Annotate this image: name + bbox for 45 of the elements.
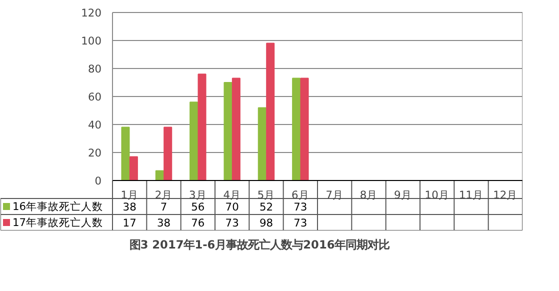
x-tick-label: 12月 (493, 188, 518, 202)
data-label: 98 (259, 216, 274, 230)
x-tick-label: 9月 (394, 188, 412, 202)
legend-label: 17年事故死亡人数 (12, 216, 104, 229)
x-tick-label: 8月 (360, 188, 378, 202)
data-label: 38 (122, 200, 137, 214)
bar (190, 102, 198, 181)
bar (164, 126, 172, 181)
bar (224, 82, 232, 181)
data-label: 73 (294, 200, 308, 214)
x-tick-label: 11月 (458, 188, 484, 202)
y-tick-label: 20 (88, 146, 102, 160)
y-tick-label: 80 (88, 62, 102, 76)
y-tick-label: 40 (88, 118, 102, 132)
bar (129, 156, 138, 181)
x-tick-label: 5月 (257, 188, 276, 202)
x-tick-label: 6月 (292, 188, 310, 202)
data-label: 52 (259, 200, 274, 214)
bar (266, 42, 275, 181)
data-label: 38 (156, 216, 171, 230)
x-tick-label: 1月 (120, 188, 138, 202)
x-tick-label: 7月 (326, 188, 344, 202)
y-tick-label: 120 (81, 6, 102, 20)
bar (258, 107, 266, 181)
data-label: 17 (122, 216, 136, 230)
data-label: 70 (225, 200, 240, 214)
data-label: 73 (294, 216, 308, 230)
bar (300, 78, 309, 181)
bar (292, 78, 301, 181)
x-tick-label: 4月 (223, 188, 241, 202)
data-label: 7 (160, 200, 168, 214)
x-tick-label: 10月 (424, 188, 450, 202)
x-tick-label: 2月 (154, 188, 173, 202)
data-label: 56 (191, 200, 205, 214)
y-tick-label: 0 (94, 174, 102, 188)
bar (232, 78, 240, 181)
bar (198, 74, 206, 181)
data-label: 76 (191, 216, 205, 230)
y-tick-label: 60 (88, 90, 102, 104)
y-tick-label: 100 (81, 34, 102, 48)
legend-label: 16年事故死亡人数 (12, 200, 104, 213)
text: 图3 2017年1-6月事故死亡人数与2016年同期对比 (129, 238, 390, 252)
x-tick-label: 3月 (189, 188, 207, 202)
bar (121, 126, 130, 181)
data-label: 73 (225, 216, 239, 230)
